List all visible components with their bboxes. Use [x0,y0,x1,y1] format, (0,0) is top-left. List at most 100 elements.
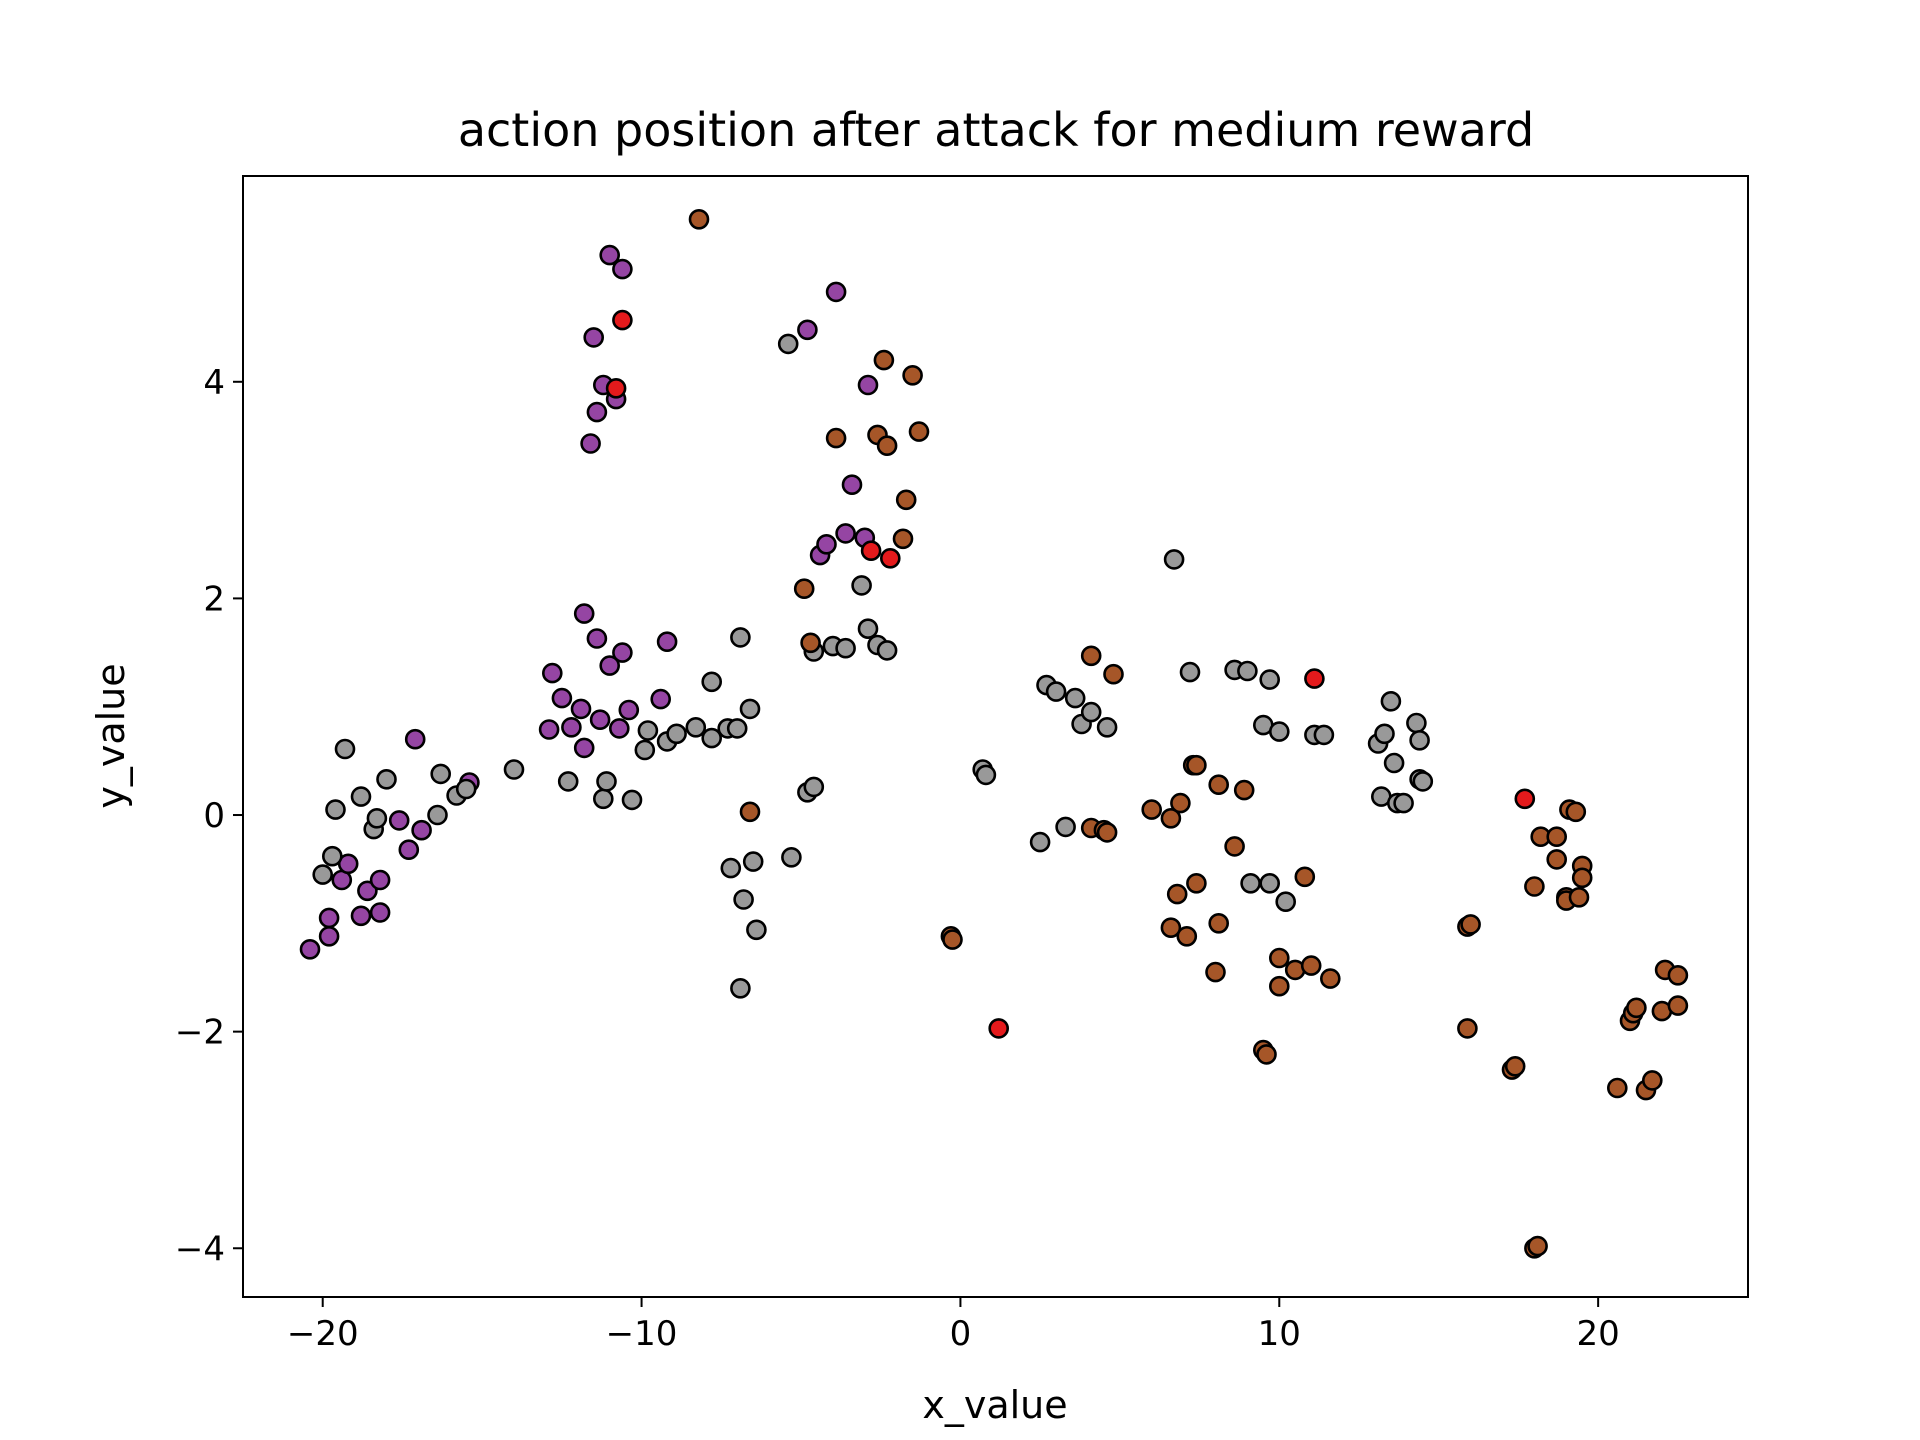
point-brown-21 [1166,883,1188,905]
point-purple-24 [608,718,630,739]
point-brown-24 [1186,754,1207,776]
point-brown-25 [1186,872,1207,894]
point-brown-35 [1269,947,1290,969]
point-purple-19 [573,603,595,624]
point-gray-28 [720,857,742,879]
point-purple-43 [857,374,879,396]
point-purple-23 [599,655,621,676]
point-gray-1 [321,845,343,867]
y-axis: −4 −2 0 2 4 [175,363,243,1269]
point-purple-37 [825,281,847,303]
point-gray-62 [1259,872,1280,894]
point-gray-0 [312,864,334,885]
point-gray-67 [1374,723,1395,745]
point-gray-52 [1080,701,1102,723]
point-brown-9 [895,489,917,511]
point-brown-31 [1224,836,1245,857]
point-gray-54 [1163,549,1185,570]
point-gray-53 [1096,716,1118,738]
point-purple-6 [357,880,378,902]
point-gray-35 [803,776,825,798]
point-purple-7 [369,902,391,923]
point-gray-4 [350,786,372,807]
point-brown-48 [1524,876,1545,897]
point-red-0 [612,309,633,331]
point-purple-16 [551,687,573,709]
point-purple-27 [650,688,672,710]
point-brown-15 [1103,663,1124,685]
point-purple-25 [612,642,633,663]
point-gray-8 [427,804,448,826]
point-purple-33 [583,327,605,348]
point-gray-38 [835,637,856,659]
point-gray-15 [596,771,617,792]
point-brown-18 [1096,822,1118,843]
point-brown-22 [1170,792,1191,814]
point-brown-40 [1320,968,1341,989]
point-gray-68 [1380,690,1402,712]
point-purple-40 [835,523,856,544]
point-purple-30 [586,401,608,423]
point-brown-64 [1642,1070,1663,1091]
y-tick-label: −4 [175,1229,225,1269]
point-gray-74 [1409,729,1430,751]
x-tick-label: 20 [1577,1314,1620,1354]
point-gray-72 [1393,792,1414,814]
point-brown-47 [1527,1235,1548,1257]
y-axis-label: y_value [89,663,133,808]
chart-title: action position after attack for medium … [458,103,1534,157]
point-brown-43 [1460,914,1481,935]
point-brown-6 [873,349,895,371]
point-purple-11 [404,728,426,750]
point-gray-45 [975,764,997,786]
point-brown-4 [825,427,847,449]
point-gray-59 [1259,669,1280,690]
point-gray-65 [1313,724,1335,746]
point-purple-18 [570,698,592,720]
point-gray-16 [621,789,643,811]
point-gray-11 [455,778,477,800]
point-gray-29 [742,851,764,872]
point-gray-20 [666,723,687,745]
point-brown-62 [1626,997,1647,1019]
point-gray-12 [503,759,525,780]
point-gray-60 [1269,721,1290,742]
point-brown-50 [1546,826,1567,848]
point-brown-51 [1546,849,1567,870]
point-gray-48 [1045,681,1067,702]
point-brown-39 [1300,955,1322,976]
x-tick-label: 10 [1258,1314,1301,1354]
y-tick-label: 2 [203,579,225,619]
point-brown-30 [1208,912,1229,934]
point-brown-45 [1504,1056,1526,1077]
point-gray-49 [1055,816,1076,838]
point-purple-41 [841,474,863,496]
point-brown-29 [1205,961,1226,983]
point-purple-20 [573,737,595,759]
point-brown-26 [1160,917,1182,939]
point-gray-30 [733,889,754,910]
point-gray-23 [701,727,723,749]
point-purple-29 [580,433,601,454]
point-gray-27 [739,698,761,720]
point-red-6 [1514,788,1536,810]
point-red-2 [860,540,882,562]
point-brown-68 [1667,964,1689,986]
point-brown-55 [1565,801,1587,823]
y-tick-label: −2 [175,1013,225,1053]
point-purple-21 [586,628,608,649]
point-gray-57 [1237,660,1258,682]
point-brown-14 [1080,645,1102,667]
point-gray-31 [746,919,767,941]
point-purple-22 [589,709,611,731]
point-gray-39 [851,575,872,596]
x-axis: −20 −10 0 10 20 [287,1297,1620,1354]
point-brown-67 [1667,995,1689,1016]
point-gray-46 [1029,831,1051,853]
point-purple-0 [299,938,321,960]
point-gray-25 [726,718,748,739]
point-brown-0 [688,209,710,230]
point-brown-56 [1568,886,1590,908]
